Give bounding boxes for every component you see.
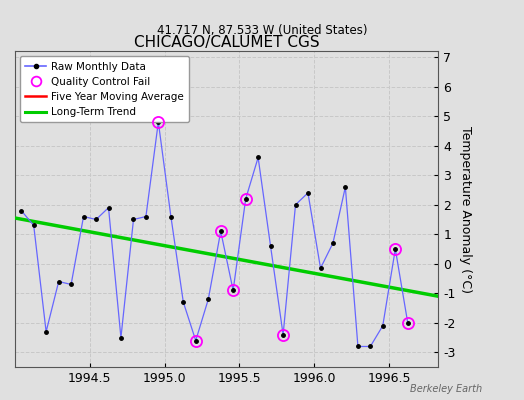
Legend: Raw Monthly Data, Quality Control Fail, Five Year Moving Average, Long-Term Tren: Raw Monthly Data, Quality Control Fail, …: [20, 56, 189, 122]
Title: CHICAGO/CALUMET CGS: CHICAGO/CALUMET CGS: [134, 35, 320, 50]
Text: Berkeley Earth: Berkeley Earth: [410, 384, 482, 394]
Y-axis label: Temperature Anomaly (°C): Temperature Anomaly (°C): [460, 126, 472, 293]
Text: 41.717 N, 87.533 W (United States): 41.717 N, 87.533 W (United States): [157, 24, 367, 37]
